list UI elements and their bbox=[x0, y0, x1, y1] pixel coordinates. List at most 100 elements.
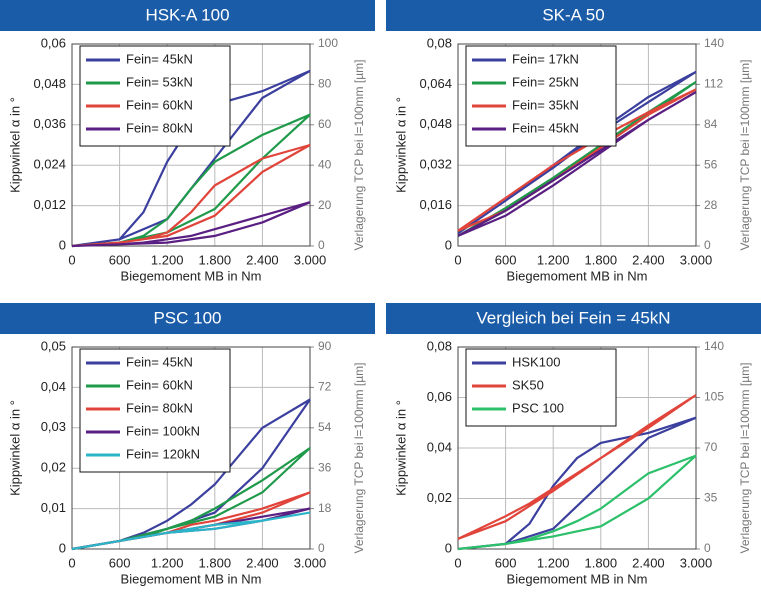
y2-tick-label: 112 bbox=[704, 77, 723, 91]
chart-panel: Vergleich bei Fein = 45kN 0 600 1.200 1.800 2… bbox=[386, 303, 761, 586]
x-tick-label: 3.000 bbox=[680, 555, 713, 570]
panel-header bbox=[386, 0, 761, 31]
y-tick-label: 0,05 bbox=[41, 338, 66, 353]
x-tick-label: 2.400 bbox=[632, 555, 665, 570]
y-tick-label: 0,01 bbox=[41, 500, 66, 515]
series-line bbox=[457, 394, 697, 540]
y-tick-label: 0,024 bbox=[33, 157, 66, 172]
y-tick-label: 0,02 bbox=[427, 490, 452, 505]
y2-tick-label: 80 bbox=[318, 77, 332, 91]
legend-label: HSK100 bbox=[512, 354, 560, 369]
y-tick-label: 0,048 bbox=[33, 76, 66, 91]
x-axis-label: Biegemoment MB in Nm bbox=[507, 268, 648, 283]
panel-header bbox=[0, 0, 375, 31]
legend-label: PSC 100 bbox=[512, 400, 564, 415]
y2-tick-label: 28 bbox=[704, 198, 718, 212]
y2-tick-label: 0 bbox=[704, 238, 711, 252]
y2-tick-label: 0 bbox=[318, 238, 325, 252]
y2-tick-label: 100 bbox=[318, 36, 338, 50]
y-tick-label: 0,06 bbox=[427, 389, 452, 404]
x-axis-label: Biegemoment MB in Nm bbox=[121, 268, 262, 283]
y-tick-label: 0,08 bbox=[427, 338, 452, 353]
chart-title: SK-A 50 bbox=[542, 5, 604, 24]
chart-title: PSC 100 bbox=[153, 308, 221, 327]
y2-axis-label: Verlagerung TCP bei l=100mm [µm] bbox=[352, 363, 366, 554]
y-axis-label: Kippwinkel α in ° bbox=[7, 400, 22, 496]
x-tick-label: 600 bbox=[495, 252, 517, 267]
y-tick-label: 0,064 bbox=[419, 76, 452, 91]
legend-label: Fein= 45kN bbox=[512, 120, 579, 135]
y-axis-label: Kippwinkel α in ° bbox=[393, 400, 408, 496]
x-tick-label: 600 bbox=[109, 252, 131, 267]
chart-title: Vergleich bei Fein = 45kN bbox=[476, 308, 670, 327]
y-tick-label: 0,04 bbox=[41, 379, 66, 394]
chart-title: HSK-A 100 bbox=[145, 5, 229, 24]
y2-tick-label: 56 bbox=[704, 157, 718, 171]
y-tick-label: 0,06 bbox=[41, 35, 66, 50]
legend-label: Fein= 100kN bbox=[126, 423, 200, 438]
x-tick-label: 1.200 bbox=[151, 555, 184, 570]
legend-label: Fein= 45kN bbox=[126, 51, 193, 66]
legend: Fein= 45kN Fein= 60kN Fein= 80kN Fein= 100k… bbox=[79, 348, 231, 473]
y-tick-label: 0,08 bbox=[427, 35, 452, 50]
x-axis-label: Biegemoment MB in Nm bbox=[507, 571, 648, 586]
y2-axis-label: Verlagerung TCP bei l=100mm [µm] bbox=[738, 60, 752, 251]
x-axis-label: Biegemoment MB in Nm bbox=[121, 571, 262, 586]
y-tick-label: 0,02 bbox=[41, 460, 66, 475]
x-tick-label: 1.800 bbox=[585, 555, 618, 570]
panel-header bbox=[0, 303, 375, 334]
x-tick-label: 0 bbox=[68, 555, 75, 570]
y2-tick-label: 0 bbox=[318, 541, 325, 555]
legend-label: Fein= 35kN bbox=[512, 97, 579, 112]
legend: HSK100 SK50 PSC 100 bbox=[465, 348, 617, 427]
x-tick-label: 1.800 bbox=[199, 252, 232, 267]
legend-label: Fein= 60kN bbox=[126, 377, 193, 392]
x-tick-label: 2.400 bbox=[632, 252, 665, 267]
y2-tick-label: 72 bbox=[318, 380, 332, 394]
plot-frame bbox=[457, 43, 697, 247]
chart-panel: SK-A 500 600 1.200 1.800 2.400 3.00000,0160,0… bbox=[386, 0, 761, 283]
series-line bbox=[457, 454, 697, 551]
legend-label: Fein= 120kN bbox=[126, 446, 200, 461]
y-tick-label: 0,036 bbox=[33, 116, 66, 131]
legend-label: Fein= 45kN bbox=[126, 354, 193, 369]
y-tick-label: 0 bbox=[59, 237, 66, 252]
x-tick-label: 2.400 bbox=[246, 555, 279, 570]
y2-tick-label: 140 bbox=[704, 339, 724, 353]
plot-frame bbox=[457, 346, 697, 550]
series-line bbox=[457, 91, 697, 237]
legend: Fein= 45kN Fein= 53kN Fein= 60kN Fein= 80kN bbox=[79, 45, 231, 147]
x-tick-label: 2.400 bbox=[246, 252, 279, 267]
y2-tick-label: 84 bbox=[704, 117, 718, 131]
x-tick-label: 1.200 bbox=[537, 555, 570, 570]
y-tick-label: 0,012 bbox=[33, 197, 66, 212]
legend-label: Fein= 53kN bbox=[126, 74, 193, 89]
y2-tick-label: 54 bbox=[318, 420, 332, 434]
series-line bbox=[71, 201, 311, 248]
x-tick-label: 0 bbox=[454, 555, 461, 570]
y2-tick-label: 20 bbox=[318, 198, 332, 212]
x-tick-label: 600 bbox=[109, 555, 131, 570]
y-tick-label: 0 bbox=[59, 540, 66, 555]
y2-tick-label: 36 bbox=[318, 460, 332, 474]
x-tick-label: 1.800 bbox=[585, 252, 618, 267]
legend-label: SK50 bbox=[512, 377, 544, 392]
x-tick-label: 0 bbox=[68, 252, 75, 267]
y-tick-label: 0,016 bbox=[419, 197, 452, 212]
y-tick-label: 0,032 bbox=[419, 157, 452, 172]
x-tick-label: 600 bbox=[495, 555, 517, 570]
legend: Fein= 17kN Fein= 25kN Fein= 35kN Fein= 45kN bbox=[465, 45, 617, 147]
panel-header bbox=[386, 303, 761, 334]
y2-axis-label: Verlagerung TCP bei l=100mm [µm] bbox=[738, 363, 752, 554]
legend-label: Fein= 17kN bbox=[512, 51, 579, 66]
legend-label: Fein= 80kN bbox=[126, 400, 193, 415]
y-tick-label: 0 bbox=[445, 540, 452, 555]
x-tick-label: 1.200 bbox=[151, 252, 184, 267]
x-tick-label: 1.800 bbox=[199, 555, 232, 570]
series-line bbox=[457, 416, 697, 551]
x-tick-label: 3.000 bbox=[294, 252, 327, 267]
y-tick-label: 0,03 bbox=[41, 419, 66, 434]
legend-label: Fein= 60kN bbox=[126, 97, 193, 112]
